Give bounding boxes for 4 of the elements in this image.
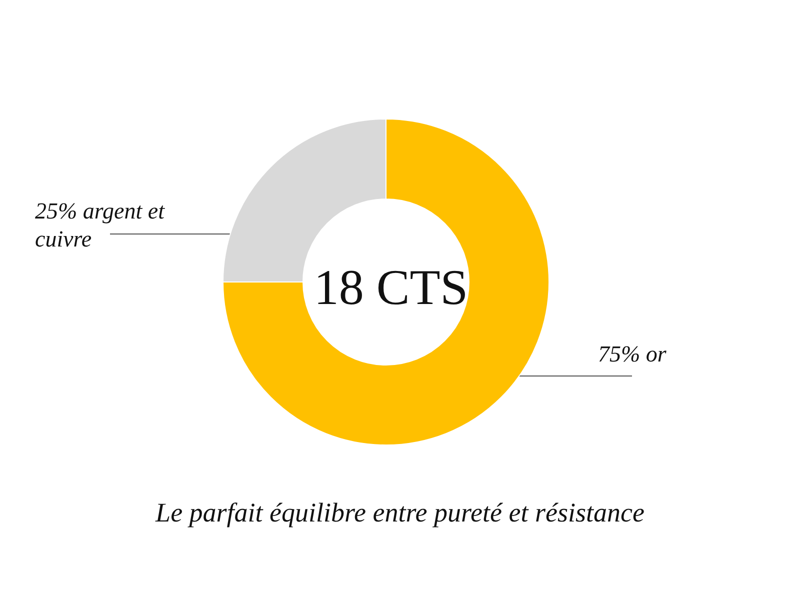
- slice-label: 25% argent et cuivre: [35, 198, 170, 252]
- slice-label: 75% or: [598, 342, 668, 366]
- text: Le parfait équilibre entre pureté et résistance: [154, 498, 644, 528]
- text: 18 CTS: [314, 259, 468, 315]
